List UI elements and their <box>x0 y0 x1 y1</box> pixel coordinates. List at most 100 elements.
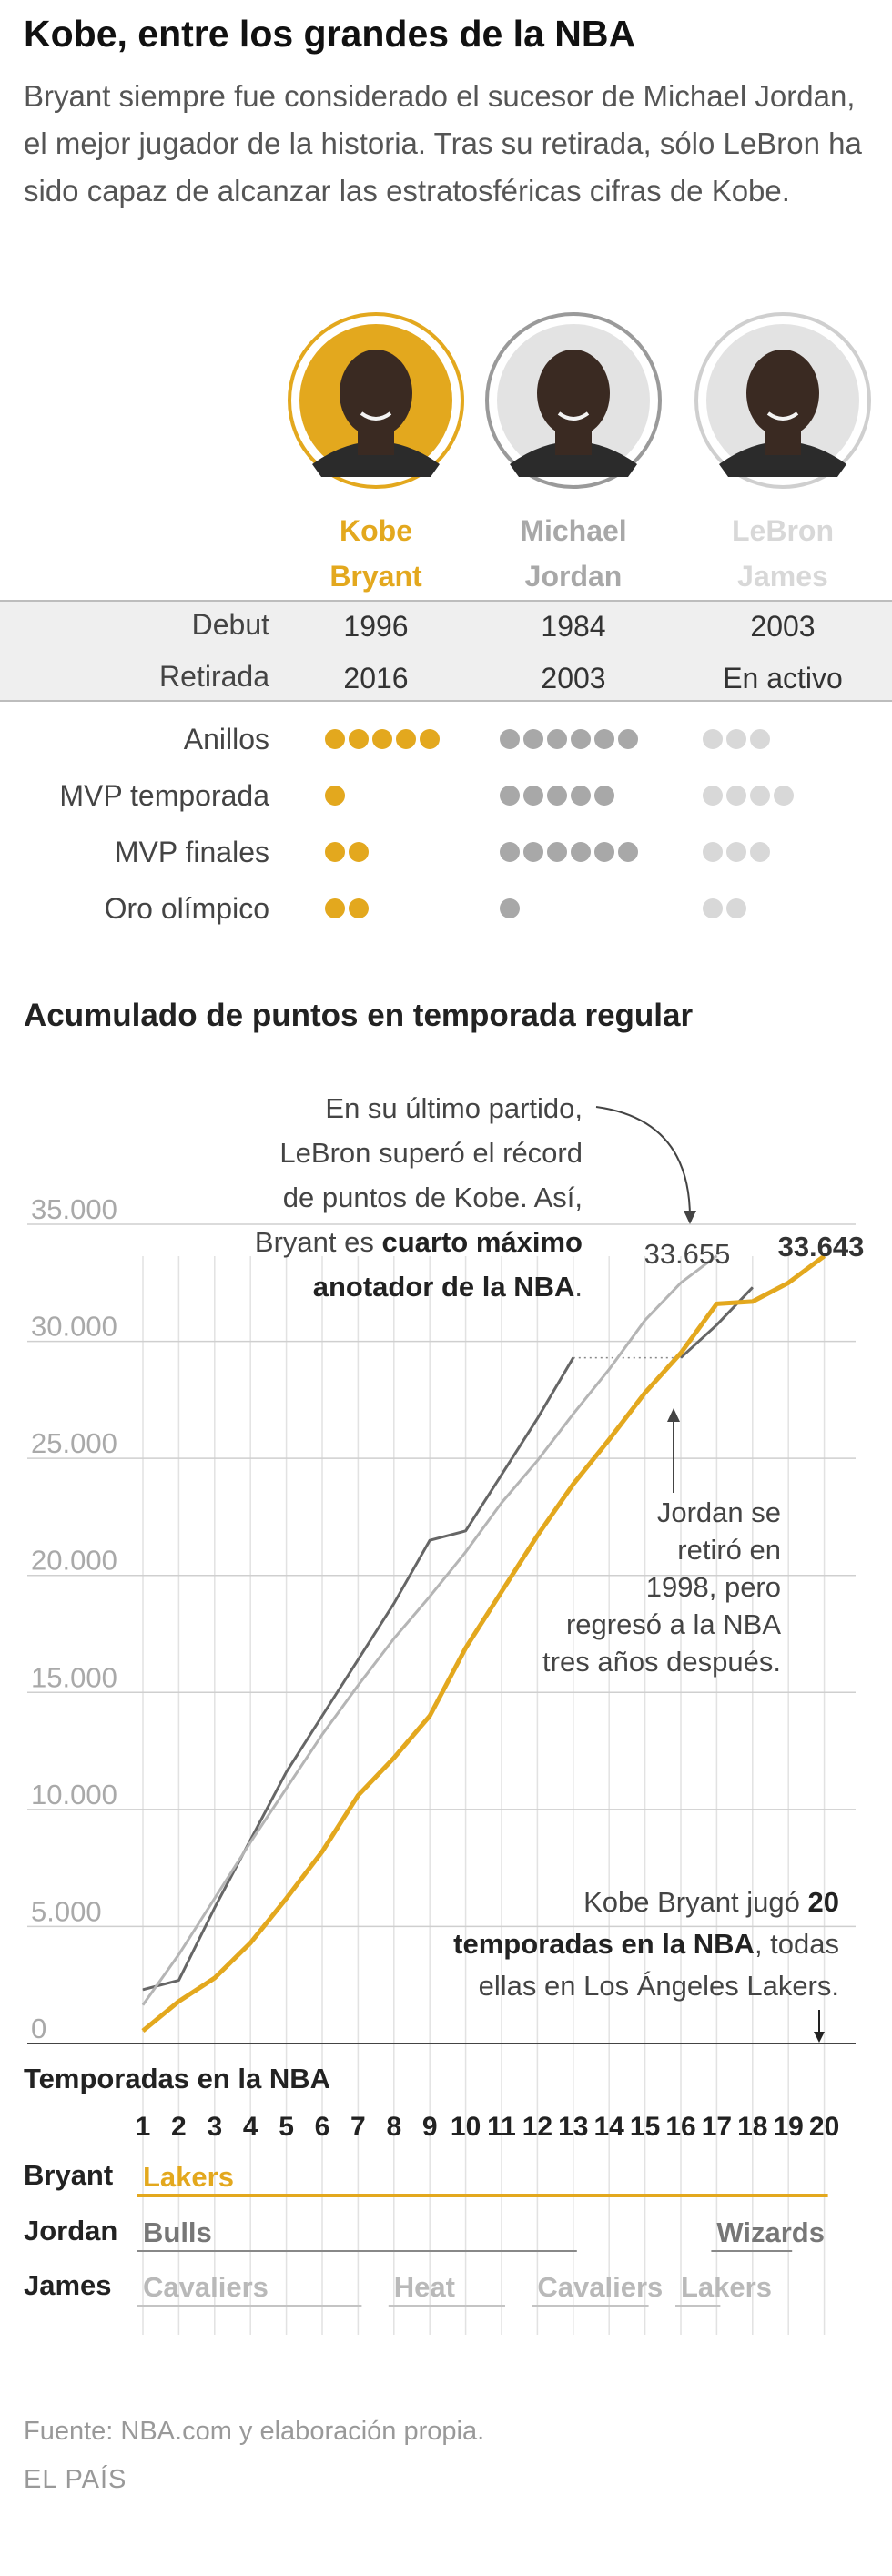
annotation-span-bold: 20 <box>808 1886 839 1918</box>
stat-dot <box>500 729 520 749</box>
arrow-head <box>667 1408 680 1422</box>
table-band <box>0 601 892 701</box>
team-label: Heat <box>394 2271 455 2303</box>
data-point-bryant <box>214 1977 216 1979</box>
stat-dot <box>726 842 746 862</box>
annotation-span-bold: anotador de la NBA <box>313 1271 575 1303</box>
stat-dot <box>523 786 543 806</box>
data-point-jordan <box>680 1357 682 1359</box>
portrait-head <box>746 350 819 437</box>
stat-dot <box>703 786 723 806</box>
stat-dot <box>571 786 591 806</box>
portrait-head <box>537 350 610 437</box>
x-tick-label: 3 <box>207 2112 222 2142</box>
y-tick-label: 15.000 <box>31 1661 117 1693</box>
stat-dot <box>396 729 416 749</box>
annotation-span: , todas <box>755 1928 839 1960</box>
stat-dot <box>325 729 345 749</box>
stat-dot <box>618 842 638 862</box>
data-point-james <box>214 1898 216 1900</box>
stat-label: MVP temporada <box>59 779 269 812</box>
data-point-jordan <box>142 1989 144 1991</box>
data-point-bryant <box>142 2030 144 2032</box>
data-point-bryant <box>608 1439 610 1441</box>
data-point-james <box>357 1685 359 1687</box>
stat-dot <box>594 842 614 862</box>
debut-value: 1996 <box>343 610 408 643</box>
x-tick-label: 15 <box>630 2112 660 2142</box>
data-point-bryant <box>824 1255 826 1257</box>
annotation-text: temporadas en la NBA, todas <box>453 1928 839 1960</box>
x-axis-title: Temporadas en la NBA <box>24 2063 330 2094</box>
x-tick-label: 1 <box>136 2112 151 2142</box>
stat-dot <box>703 898 723 918</box>
stat-dot <box>500 842 520 862</box>
annotation-text: ellas en Los Ángeles Lakers. <box>479 1970 839 2002</box>
data-point-jordan <box>429 1539 431 1541</box>
retirada-value: En activo <box>723 662 843 695</box>
arrow-head <box>684 1211 696 1224</box>
player-last-name: James <box>737 560 828 593</box>
team-label: Wizards <box>716 2216 825 2248</box>
data-point-bryant <box>429 1715 431 1717</box>
stat-dot <box>547 729 567 749</box>
annotation-text: tres años después. <box>542 1646 781 1678</box>
annotation-text: regresó a la NBA <box>566 1608 781 1640</box>
y-tick-label: 30.000 <box>31 1311 117 1343</box>
debut-value: 2003 <box>750 610 815 643</box>
data-point-bryant <box>249 1942 251 1943</box>
stat-dot <box>500 786 520 806</box>
credit-text: EL PAÍS <box>24 2465 127 2494</box>
stat-dot <box>750 786 770 806</box>
data-point-bryant <box>321 1851 323 1852</box>
y-tick-label: 25.000 <box>31 1427 117 1459</box>
chart-title: Acumulado de puntos en temporada regular <box>24 998 694 1033</box>
stat-dot <box>420 729 440 749</box>
annotation-span-bold: temporadas en la NBA <box>453 1928 755 1960</box>
annotation-span-bold: cuarto máximo <box>381 1226 583 1258</box>
stat-dot <box>726 786 746 806</box>
annotation-text: Jordan se <box>657 1496 781 1528</box>
x-tick-label: 5 <box>279 2112 294 2142</box>
x-tick-label: 16 <box>665 2112 695 2142</box>
data-point-james <box>429 1596 431 1597</box>
annotation-span: Kobe Bryant jugó <box>583 1886 807 1918</box>
annotation-text: 1998, pero <box>646 1571 781 1603</box>
data-point-bryant <box>393 1757 395 1759</box>
portrait-shoulders <box>312 441 440 477</box>
data-point-jordan <box>286 1771 288 1773</box>
x-tick-label: 11 <box>487 2112 516 2142</box>
x-tick-label: 12 <box>522 2112 552 2142</box>
stat-dot <box>571 729 591 749</box>
data-point-jordan <box>536 1417 538 1419</box>
stat-dot <box>774 786 794 806</box>
team-row-label: Jordan <box>24 2215 117 2246</box>
stat-dot <box>523 729 543 749</box>
data-point-jordan <box>321 1715 323 1717</box>
series-line-bryant <box>141 1253 826 2033</box>
portrait-neck <box>555 428 592 455</box>
data-point-james <box>465 1551 467 1553</box>
debut-label: Debut <box>192 608 270 641</box>
data-point-jordan <box>393 1603 395 1605</box>
x-tick-label: 8 <box>386 2112 401 2142</box>
annotation-text: Bryant es cuarto máximo <box>255 1226 583 1258</box>
data-point-bryant <box>644 1392 646 1394</box>
x-tick-label: 2 <box>171 2112 187 2142</box>
data-point-james <box>249 1841 251 1843</box>
stat-dot <box>349 898 369 918</box>
player-first-name: Kobe <box>340 514 412 547</box>
y-tick-label: 5.000 <box>31 1895 102 1927</box>
team-label: Cavaliers <box>143 2271 269 2303</box>
player-first-name: LeBron <box>732 514 834 547</box>
annotation-span: . <box>574 1271 583 1303</box>
x-tick-label: 7 <box>350 2112 366 2142</box>
team-label: Lakers <box>681 2271 772 2303</box>
debut-value: 1984 <box>541 610 605 643</box>
player-last-name: Jordan <box>525 560 623 593</box>
stat-dot <box>750 729 770 749</box>
data-point-james <box>644 1319 646 1321</box>
stat-dot <box>349 842 369 862</box>
data-point-james <box>142 2004 144 2006</box>
